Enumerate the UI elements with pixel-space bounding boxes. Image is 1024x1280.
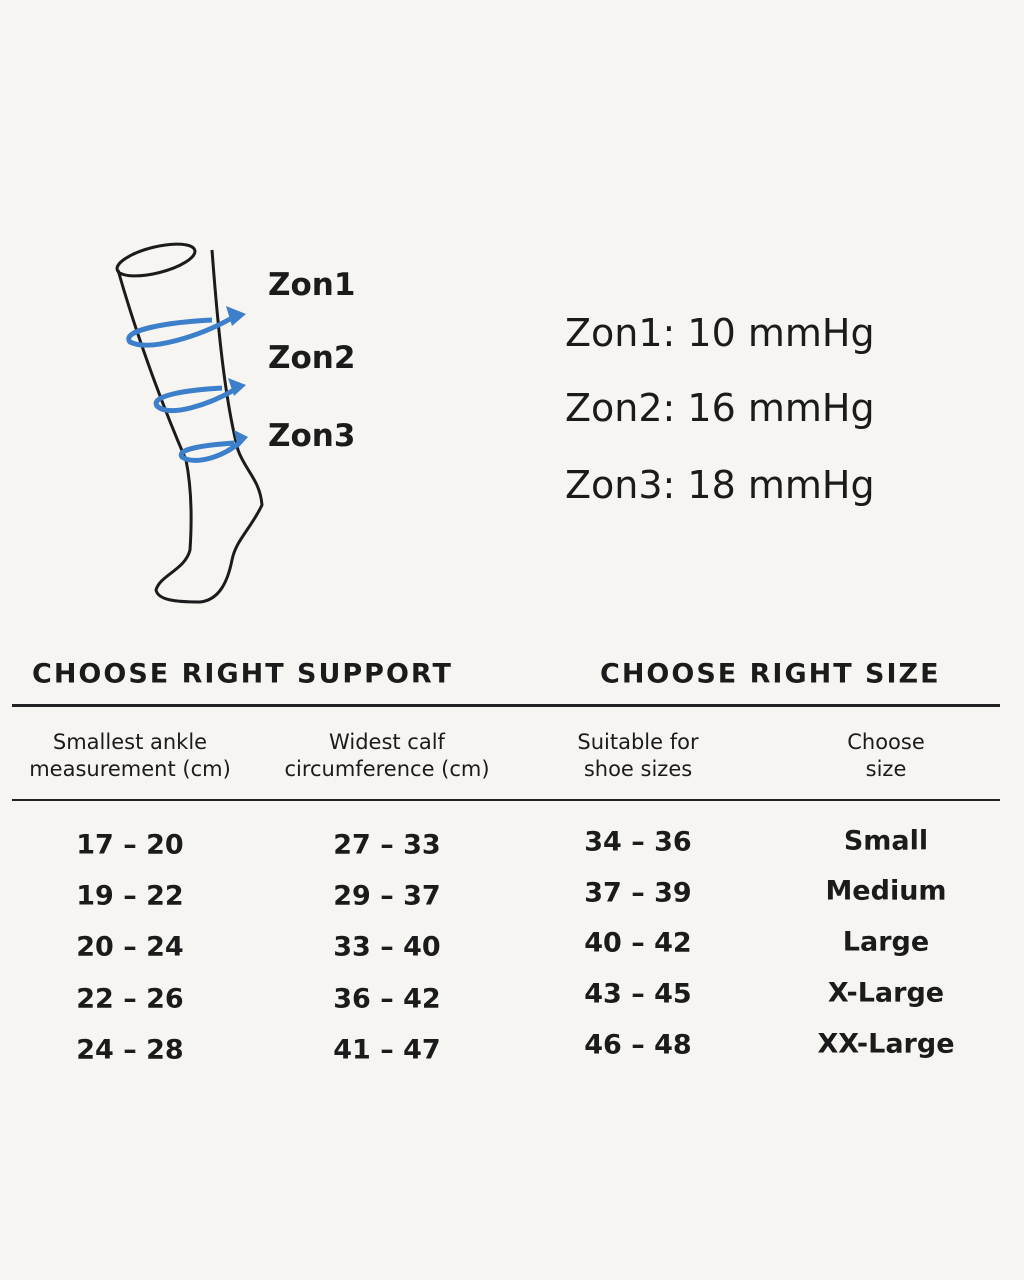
column-header: Choose — [847, 730, 925, 754]
column-header: measurement (cm) — [29, 757, 231, 781]
table-cell: Small — [843, 825, 929, 857]
pressure-text: Zon3: 18 mmHg — [565, 463, 875, 507]
table-cell: XX-Large — [817, 1028, 955, 1060]
pressure-text: Zon2: 16 mmHg — [565, 386, 875, 430]
table-cell: X-Large — [827, 977, 945, 1009]
column-header: Smallest ankle — [52, 730, 208, 754]
column-header: circumference (cm) — [284, 757, 490, 781]
table-cell: 43 – 45 — [584, 978, 692, 1010]
table-cell: 36 – 42 — [333, 983, 441, 1015]
table-cell: 27 – 33 — [333, 829, 441, 861]
rule — [12, 704, 1000, 707]
column-header: Widest calf — [329, 730, 445, 754]
column-header: Suitable for — [577, 730, 699, 754]
table-cell: Large — [842, 926, 930, 958]
table-cell: 37 – 39 — [584, 877, 692, 909]
table-cell: Medium — [825, 875, 947, 907]
table-cell: 29 – 37 — [333, 880, 441, 912]
table-cell: 17 – 20 — [76, 829, 184, 861]
table-cell: 34 – 36 — [584, 826, 692, 858]
table-cell: 46 – 48 — [584, 1029, 692, 1061]
column-header: shoe sizes — [583, 757, 693, 781]
table-cell: 19 – 22 — [76, 880, 184, 912]
table-cell: 22 – 26 — [76, 983, 184, 1015]
table-cell: 33 – 40 — [333, 931, 441, 963]
table-cell: 24 – 28 — [76, 1034, 184, 1066]
table-cell: 40 – 42 — [584, 927, 692, 959]
column-header: size — [865, 757, 907, 781]
table-cell: 41 – 47 — [333, 1034, 441, 1066]
pressure-text: Zon1: 10 mmHg — [565, 311, 875, 355]
zone-label: Zon3 — [268, 418, 356, 454]
section-heading: CHOOSE RIGHT SUPPORT — [32, 658, 453, 690]
zone-label: Zon2 — [268, 340, 356, 376]
rule — [12, 799, 1000, 801]
section-heading: CHOOSE RIGHT SIZE — [600, 658, 941, 690]
zone-label: Zon1 — [268, 267, 356, 303]
table-cell: 20 – 24 — [76, 931, 184, 963]
